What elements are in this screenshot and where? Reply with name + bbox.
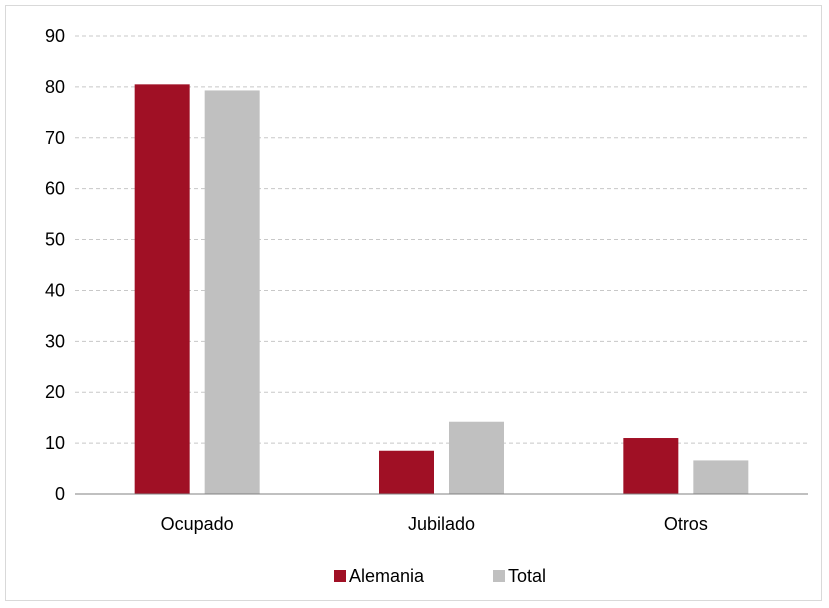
bar-total-jubilado xyxy=(449,421,504,494)
legend-swatch-total xyxy=(493,570,505,582)
x-tick-label: Jubilado xyxy=(408,514,475,534)
bars xyxy=(134,84,749,494)
bar-total-otros xyxy=(693,460,749,494)
y-tick-label: 40 xyxy=(45,280,65,300)
y-tick-label: 90 xyxy=(45,26,65,46)
x-axis-ticks: Ocupado Jubilado Otros xyxy=(161,514,708,534)
legend-label-alemania: Alemania xyxy=(349,566,425,586)
x-tick-label: Otros xyxy=(664,514,708,534)
y-tick-label: 10 xyxy=(45,433,65,453)
x-tick-label: Ocupado xyxy=(161,514,234,534)
legend-swatch-alemania xyxy=(334,570,346,582)
y-tick-label: 70 xyxy=(45,128,65,148)
bar-alemania-otros xyxy=(623,438,679,494)
y-tick-label: 20 xyxy=(45,382,65,402)
y-tick-label: 80 xyxy=(45,77,65,97)
bar-alemania-jubilado xyxy=(379,450,434,494)
y-tick-label: 0 xyxy=(55,484,65,504)
y-axis-ticks: 0 10 20 30 40 50 60 70 80 90 xyxy=(45,26,65,504)
legend-label-total: Total xyxy=(508,566,546,586)
gridlines xyxy=(75,35,808,444)
y-tick-label: 60 xyxy=(45,179,65,199)
bar-total-ocupado xyxy=(204,90,260,494)
y-tick-label: 50 xyxy=(45,230,65,250)
bar-alemania-ocupado xyxy=(134,84,190,494)
y-tick-label: 30 xyxy=(45,331,65,351)
legend: Alemania Total xyxy=(334,566,546,586)
